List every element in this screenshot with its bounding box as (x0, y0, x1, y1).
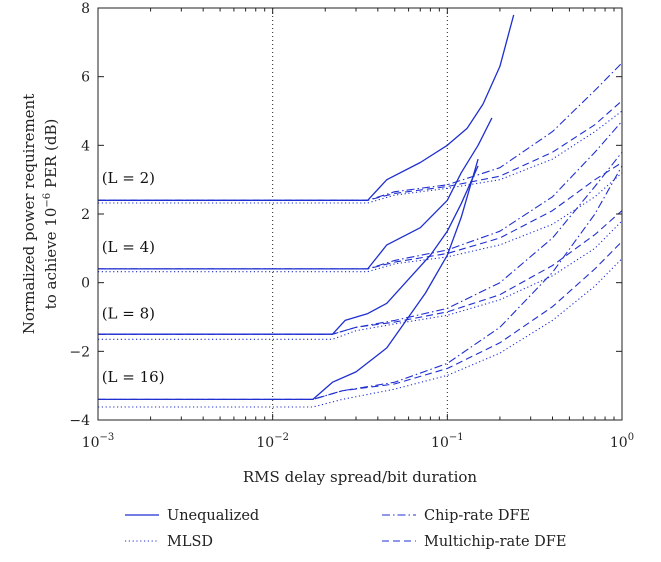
y-tick-label: −4 (69, 413, 90, 429)
series-line-dotted-group-1 (98, 172, 623, 273)
x-tick-label-base: 10 (610, 435, 628, 451)
series-line-solid-group-1 (98, 117, 493, 270)
y-tick-label: 2 (81, 207, 90, 223)
x-tick-label-exponent: −2 (274, 432, 289, 443)
curve-label-group-0: (L = 2) (102, 169, 155, 187)
grid-layer (272, 8, 448, 420)
curve-label-group-1: (L = 4) (102, 238, 155, 256)
legend-label-dotted: MLSD (167, 534, 213, 550)
series-line-solid-group-0 (98, 14, 515, 201)
series-line-dotted-group-0 (98, 110, 623, 204)
y-tick-label: 8 (81, 1, 90, 17)
series-layer (98, 14, 623, 408)
series-line-dashdot-group-2 (98, 151, 623, 335)
x-axis-label: RMS delay spread/bit duration (243, 468, 478, 486)
series-line-solid-group-3 (98, 158, 479, 401)
legend: Unequalized MLSD Chip-rate DFE Multichip-ra… (125, 508, 566, 550)
y-axis-label-exponent: −6 (42, 193, 53, 208)
y-axis-label-prefix: to achieve 10 (42, 208, 60, 310)
series-line-dashdot-group-1 (98, 120, 623, 270)
series-line-dotted-group-2 (98, 220, 623, 340)
series-line-dotted-group-3 (98, 258, 623, 408)
y-tick-label: −2 (69, 344, 90, 360)
x-tick-label: 10−2 (256, 432, 289, 451)
y-axis-label-line1: Normalized power requirement (20, 94, 38, 334)
y-axis-label-suffix: PER (dB) (42, 119, 60, 193)
x-tick-label: 10−1 (431, 432, 464, 451)
x-tick-label-exponent: −1 (449, 432, 464, 443)
curve-label-group-3: (L = 16) (102, 368, 165, 386)
series-line-dashed-group-1 (98, 162, 623, 270)
legend-label-solid: Unequalized (167, 508, 259, 524)
series-line-dashed-group-0 (98, 100, 623, 201)
series-line-dashed-group-3 (98, 241, 623, 400)
x-tick-label-exponent: 0 (628, 432, 634, 443)
series-line-dashed-group-2 (98, 210, 623, 335)
series-line-solid-group-2 (98, 165, 479, 335)
x-tick-label: 10−3 (82, 432, 115, 451)
x-tick-label-exponent: −3 (100, 432, 115, 443)
y-tick-label: 4 (81, 138, 90, 154)
x-tick-label-base: 10 (256, 435, 274, 451)
x-tick-label: 100 (610, 432, 634, 451)
y-axis-label-line2: to achieve 10−6 PER (dB) (42, 119, 60, 310)
y-tick-label: 0 (81, 276, 90, 292)
x-tick-label-base: 10 (82, 435, 100, 451)
legend-label-dashed: Multichip-rate DFE (424, 534, 566, 550)
y-axis-label: Normalized power requirement to achieve … (20, 94, 60, 334)
curve-label-layer: (L = 2) (L = 4) (L = 8) (L = 16) (102, 169, 165, 386)
curve-label-group-2: (L = 8) (102, 305, 155, 323)
legend-label-dashdot: Chip-rate DFE (424, 508, 530, 524)
x-tick-label-base: 10 (431, 435, 449, 451)
y-tick-label: 6 (81, 70, 90, 86)
